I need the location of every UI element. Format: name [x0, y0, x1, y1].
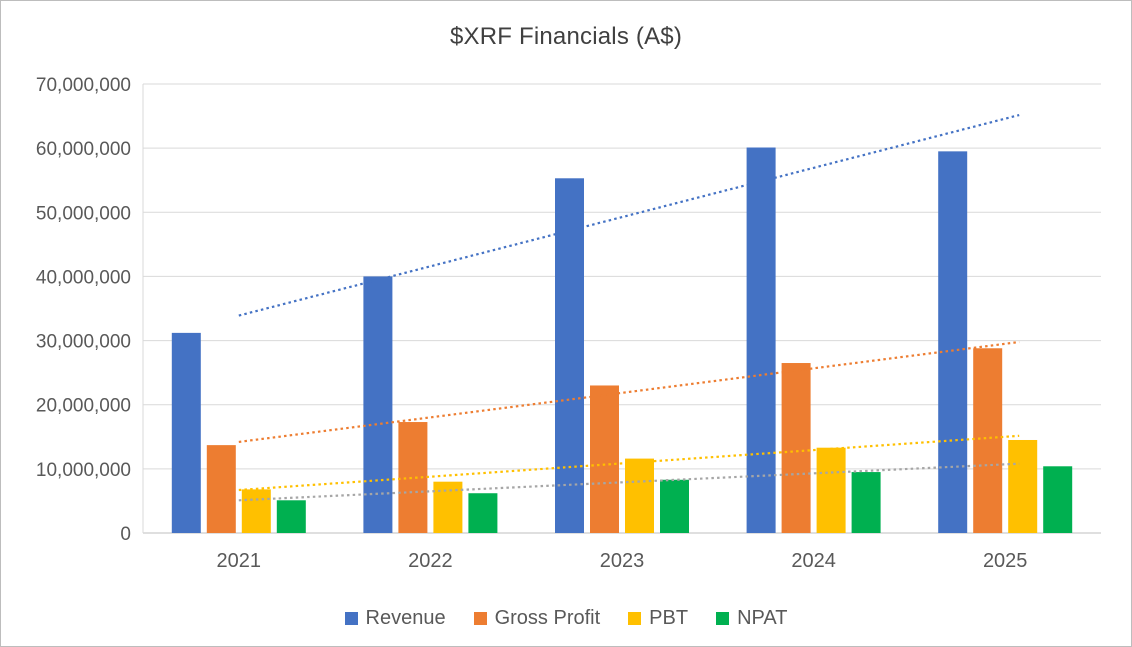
bar-revenue-2025: [938, 151, 968, 533]
legend-item-revenue: Revenue: [344, 607, 446, 630]
bar-revenue-2024: [746, 147, 776, 533]
trendline-pbt: [238, 434, 1020, 492]
legend-swatch-pbt: [628, 612, 642, 625]
legend-label: NPAT: [737, 607, 788, 629]
trendline-revenue: [238, 113, 1020, 317]
trendline-npat: [238, 462, 1020, 502]
y-tick-label: 50,000,000: [36, 203, 131, 224]
bar-pbt-2023: [625, 458, 654, 533]
legend-item-pbt: PBT: [628, 607, 688, 630]
y-tick-label: 70,000,000: [36, 75, 131, 96]
legend-swatch-revenue: [344, 612, 358, 625]
legend-label: Revenue: [365, 607, 446, 629]
chart-title: $XRF Financials (A$): [449, 23, 683, 50]
bar-gross-profit-2024: [781, 363, 811, 533]
y-tick-label: 0: [120, 524, 131, 545]
bar-npat-2024: [851, 472, 881, 533]
bar-gross-profit-2023: [590, 385, 619, 533]
legend-item-gross-profit: Gross Profit: [473, 607, 601, 630]
x-tick-label: 2025: [983, 550, 1028, 572]
trendline-gross-profit: [238, 340, 1020, 444]
x-tick-label: 2021: [217, 550, 262, 572]
bar-gross-profit-2025: [973, 348, 1003, 533]
bar-npat-2021: [276, 500, 306, 533]
legend-swatch-gross-profit: [473, 612, 487, 625]
bar-pbt-2022: [433, 481, 463, 533]
bar-npat-2025: [1043, 466, 1073, 533]
y-tick-label: 20,000,000: [36, 396, 131, 417]
bar-revenue-2022: [363, 276, 393, 533]
legend-swatch-npat: [716, 612, 730, 625]
bar-pbt-2025: [1008, 439, 1038, 533]
x-tick-label: 2023: [600, 550, 645, 572]
bar-revenue-2023: [555, 178, 584, 534]
y-tick-label: 30,000,000: [36, 332, 131, 353]
bar-gross-profit-2021: [206, 445, 236, 533]
bar-revenue-2021: [171, 332, 201, 533]
x-tick-label: 2022: [408, 550, 453, 572]
bar-pbt-2021: [241, 489, 271, 533]
bar-pbt-2024: [816, 447, 846, 533]
bar-npat-2023: [660, 479, 689, 533]
y-tick-label: 60,000,000: [36, 139, 131, 160]
y-tick-label: 40,000,000: [36, 267, 131, 288]
legend-label: Gross Profit: [494, 607, 601, 629]
y-tick-label: 10,000,000: [36, 460, 131, 481]
legend-label: PBT: [649, 607, 689, 629]
x-tick-label: 2024: [791, 550, 836, 572]
bar-npat-2022: [468, 493, 498, 533]
legend-item-npat: NPAT: [716, 607, 787, 630]
chart-legend: Revenue Gross Profit PBT NPAT: [1, 607, 1131, 630]
